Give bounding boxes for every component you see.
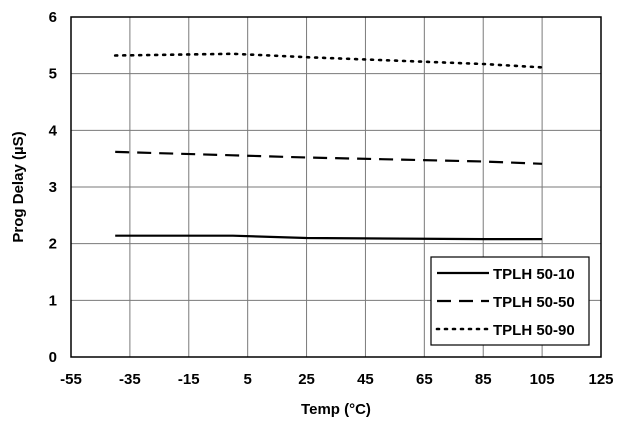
x-tick-label: 105 (530, 371, 555, 388)
y-tick-label: 2 (49, 236, 57, 253)
x-tick-labels: -55 -35 -15 5 25 45 65 85 105 125 (60, 371, 613, 388)
plot-frame (70, 16, 602, 358)
legend-label: TPLH 50-90 (493, 322, 575, 339)
series-lines (113, 52, 544, 241)
legend-label: TPLH 50-10 (493, 266, 575, 283)
x-tick-label: -15 (178, 371, 200, 388)
y-tick-labels: 0 1 2 3 4 5 6 (49, 9, 58, 366)
series-line-2 (115, 150, 543, 165)
x-tick-label: 25 (298, 371, 315, 388)
x-axis-title: Temp (°C) (301, 401, 371, 418)
y-tick-label: 1 (49, 292, 57, 309)
series-line-1 (115, 234, 543, 241)
x-tick-label: -35 (119, 371, 141, 388)
y-tick-label: 5 (49, 66, 57, 83)
x-tick-label: 85 (475, 371, 492, 388)
x-tick-label: 5 (243, 371, 251, 388)
legend-label: TPLH 50-50 (493, 294, 575, 311)
series-line-3 (113, 52, 544, 69)
y-axis-title: Prog Delay (µS) (10, 131, 27, 242)
legend-box (430, 256, 590, 346)
y-tick-label: 0 (49, 349, 57, 366)
y-tick-label: 3 (49, 179, 57, 196)
x-tick-label: 45 (357, 371, 374, 388)
legend: TPLH 50-10 TPLH 50-50 TPLH 50-90 (430, 256, 590, 346)
x-tick-label: -55 (60, 371, 82, 388)
y-tick-label: 4 (49, 122, 58, 139)
x-tick-label: 65 (416, 371, 433, 388)
x-tick-label: 125 (588, 371, 613, 388)
y-tick-label: 6 (49, 9, 57, 26)
